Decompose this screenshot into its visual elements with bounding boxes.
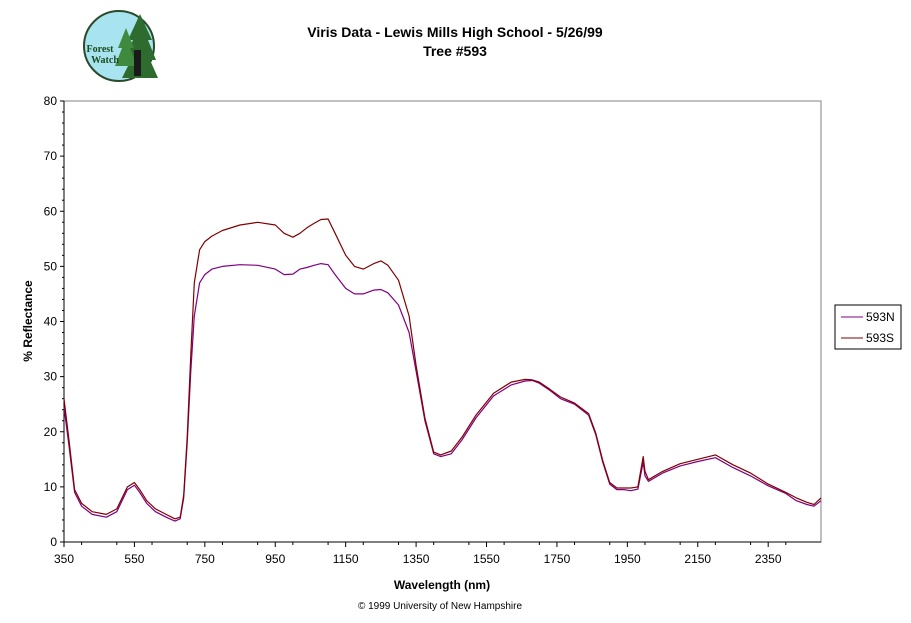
chart-title: Viris Data - Lewis Mills High School - 5… — [307, 24, 603, 40]
x-tick-label: 950 — [265, 552, 285, 566]
x-tick-label: 550 — [124, 552, 144, 566]
tree-icon-2 — [115, 28, 137, 66]
series-lines — [63, 218, 822, 522]
x-axis-label: Wavelength (nm) — [394, 578, 490, 592]
y-tick-label: 80 — [44, 94, 58, 108]
legend-label-593s: 593S — [866, 331, 894, 345]
tree-trunk-icon — [134, 50, 141, 76]
plot-area — [63, 100, 822, 543]
y-tick-label: 70 — [44, 149, 58, 163]
y-tick-label: 60 — [44, 204, 58, 218]
legend-label-593n: 593N — [866, 310, 895, 324]
x-tick-label: 2150 — [684, 552, 711, 566]
x-tick-label: 1950 — [614, 552, 641, 566]
x-tick-label: 2350 — [755, 552, 782, 566]
legend: 593N 593S — [834, 304, 902, 350]
y-tick-label: 10 — [44, 480, 58, 494]
y-tick-label: 0 — [50, 535, 57, 549]
logo-text-line1: Forest — [86, 44, 114, 55]
y-tick-label: 20 — [44, 425, 58, 439]
x-tick-label: 1150 — [333, 552, 359, 566]
y-tick-label: 30 — [44, 370, 58, 384]
forest-watch-logo: Forest Watch — [83, 10, 158, 82]
y-tick-label: 50 — [44, 259, 58, 273]
series-line-593s — [63, 218, 822, 520]
y-axis-label: % Reflectance — [21, 280, 35, 362]
y-tick-label: 40 — [44, 315, 58, 329]
x-tick-label: 1350 — [403, 552, 430, 566]
axis-ticks: 0 10 20 30 40 50 60 70 80 350 550 750 950 1150 1350 155… — [44, 94, 787, 566]
x-tick-label: 1550 — [473, 552, 500, 566]
x-tick-label: 750 — [195, 552, 215, 566]
legend-box — [834, 304, 902, 350]
chart-subtitle: Tree #593 — [423, 43, 487, 59]
copyright-text: © 1999 University of New Hampshire — [358, 601, 523, 612]
series-line-593n — [63, 263, 822, 522]
x-tick-label: 350 — [54, 552, 74, 566]
x-tick-label: 1750 — [544, 552, 571, 566]
logo-text-line2: Watch — [91, 55, 119, 66]
